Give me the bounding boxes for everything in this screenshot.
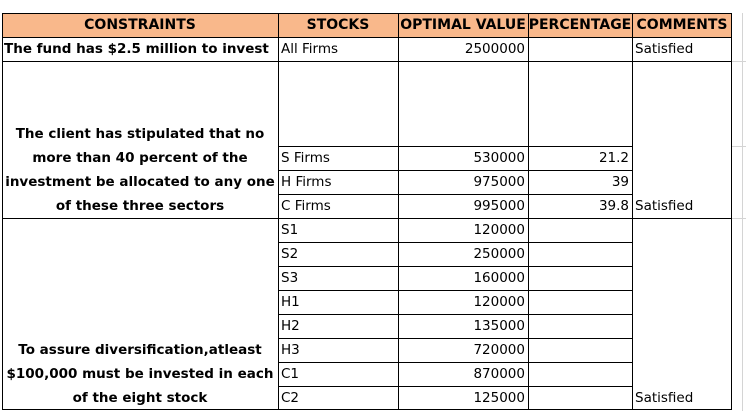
border	[278, 194, 632, 195]
optimal-value-cell[interactable]: 120000	[473, 294, 525, 310]
stock-cell[interactable]: S2	[281, 246, 299, 262]
percentage-cell[interactable]: 39.8	[598, 198, 629, 214]
constraint-line: $100,000 must be invested in each	[6, 366, 274, 382]
stock-cell[interactable]: S Firms	[281, 150, 330, 166]
header-percentage[interactable]: PERCENTAGE	[528, 13, 632, 37]
comment-cell[interactable]: Satisfied	[635, 390, 694, 406]
border	[2, 218, 732, 219]
percentage-cell[interactable]: 39	[611, 174, 629, 190]
constraint-budget[interactable]: The fund has $2.5 million to invest	[4, 41, 269, 57]
stock-cell[interactable]: S1	[281, 222, 299, 238]
border	[278, 362, 632, 363]
stock-cell[interactable]: C1	[281, 366, 300, 382]
optimal-value-cell[interactable]: 870000	[473, 366, 525, 382]
border	[632, 13, 633, 410]
comment-cell[interactable]	[632, 170, 732, 194]
header-comments[interactable]: COMMENTS	[632, 13, 732, 37]
constraint-line: To assure diversification,atleast	[18, 342, 262, 358]
constraint-line: of these three sectors	[55, 198, 225, 214]
border	[278, 314, 632, 315]
constraint-line: The client has stipulated that no	[15, 126, 265, 142]
header-constraints[interactable]: CONSTRAINTS	[2, 13, 278, 37]
optimal-value-cell[interactable]: 160000	[473, 270, 525, 286]
border	[2, 61, 732, 62]
border	[2, 13, 3, 410]
stock-cell[interactable]: S3	[281, 270, 299, 286]
border	[278, 386, 632, 387]
constraint-diversification[interactable]: To assure diversification,atleast $100,0…	[2, 218, 278, 410]
optimal-value-cell[interactable]: 125000	[473, 390, 525, 406]
border	[398, 13, 399, 410]
stock-cell[interactable]: All Firms	[281, 41, 339, 57]
border	[278, 266, 632, 267]
constraint-sector-limit[interactable]: The client has stipulated that no more t…	[2, 61, 278, 218]
optimal-value-cell[interactable]: 995000	[473, 198, 525, 214]
percentage-cell[interactable]	[528, 37, 632, 61]
constraint-line: investment be allocated to any one	[5, 174, 275, 190]
gridline	[732, 146, 746, 147]
optimal-value-cell[interactable]: 720000	[473, 342, 525, 358]
stock-cell[interactable]: H Firms	[281, 174, 332, 190]
border	[2, 13, 732, 14]
border	[278, 13, 279, 410]
percentage-cell[interactable]: 21.2	[598, 150, 629, 166]
border	[278, 146, 632, 147]
gridline	[732, 218, 746, 219]
constraint-line: of the eight stock	[72, 390, 208, 406]
gridline	[732, 61, 746, 62]
optimal-value-cell[interactable]: 120000	[473, 222, 525, 238]
stock-cell[interactable]: H3	[281, 342, 300, 358]
header-stocks[interactable]: STOCKS	[278, 13, 398, 37]
stock-cell[interactable]: H2	[281, 318, 300, 334]
optimal-value-cell[interactable]: 135000	[473, 318, 525, 334]
gridline	[742, 13, 743, 411]
border	[278, 290, 632, 291]
border	[528, 13, 529, 410]
optimal-value-cell[interactable]: 975000	[473, 174, 525, 190]
border	[278, 242, 632, 243]
header-optimal-value[interactable]: OPTIMAL VALUE	[398, 13, 528, 37]
comment-cell[interactable]: Satisfied	[635, 198, 694, 214]
stock-cell[interactable]: C2	[281, 390, 300, 406]
comment-cell[interactable]	[632, 146, 732, 170]
border	[278, 338, 632, 339]
optimal-value-cell[interactable]: 250000	[473, 246, 525, 262]
border	[278, 170, 632, 171]
stock-cell[interactable]: H1	[281, 294, 300, 310]
constraint-line: more than 40 percent of the	[32, 150, 248, 166]
optimal-value-cell[interactable]: 530000	[473, 150, 525, 166]
border	[2, 37, 732, 38]
border	[2, 409, 732, 410]
stock-cell[interactable]: C Firms	[281, 198, 331, 214]
optimal-value-cell[interactable]: 2500000	[464, 41, 525, 57]
border	[731, 13, 732, 410]
comment-cell[interactable]: Satisfied	[635, 41, 694, 57]
